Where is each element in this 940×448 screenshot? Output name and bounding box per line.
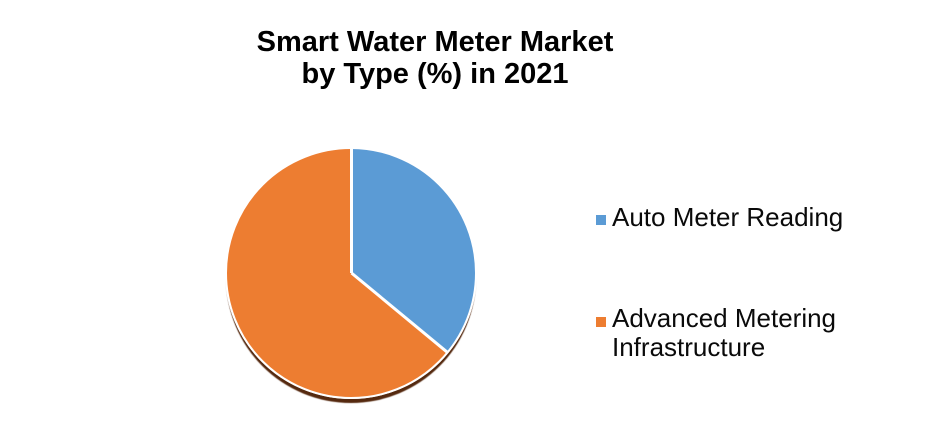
slice-divider-top [349, 148, 353, 273]
legend-item-advanced-metering-infrastructure: Advanced Metering Infrastructure [596, 304, 862, 362]
legend-label: Auto Meter Reading [612, 202, 844, 232]
chart-title-line-2: by Type (%) in 2021 [301, 58, 569, 90]
chart-title-line-1: Smart Water Meter Market [256, 26, 614, 58]
legend-label: Advanced Metering Infrastructure [612, 303, 837, 362]
chart-title: Smart Water Meter Market by Type (%) in … [230, 26, 640, 90]
legend-marker-blue [596, 215, 606, 225]
legend-marker-orange [596, 317, 606, 327]
legend-item-auto-meter-reading: Auto Meter Reading [596, 203, 843, 232]
